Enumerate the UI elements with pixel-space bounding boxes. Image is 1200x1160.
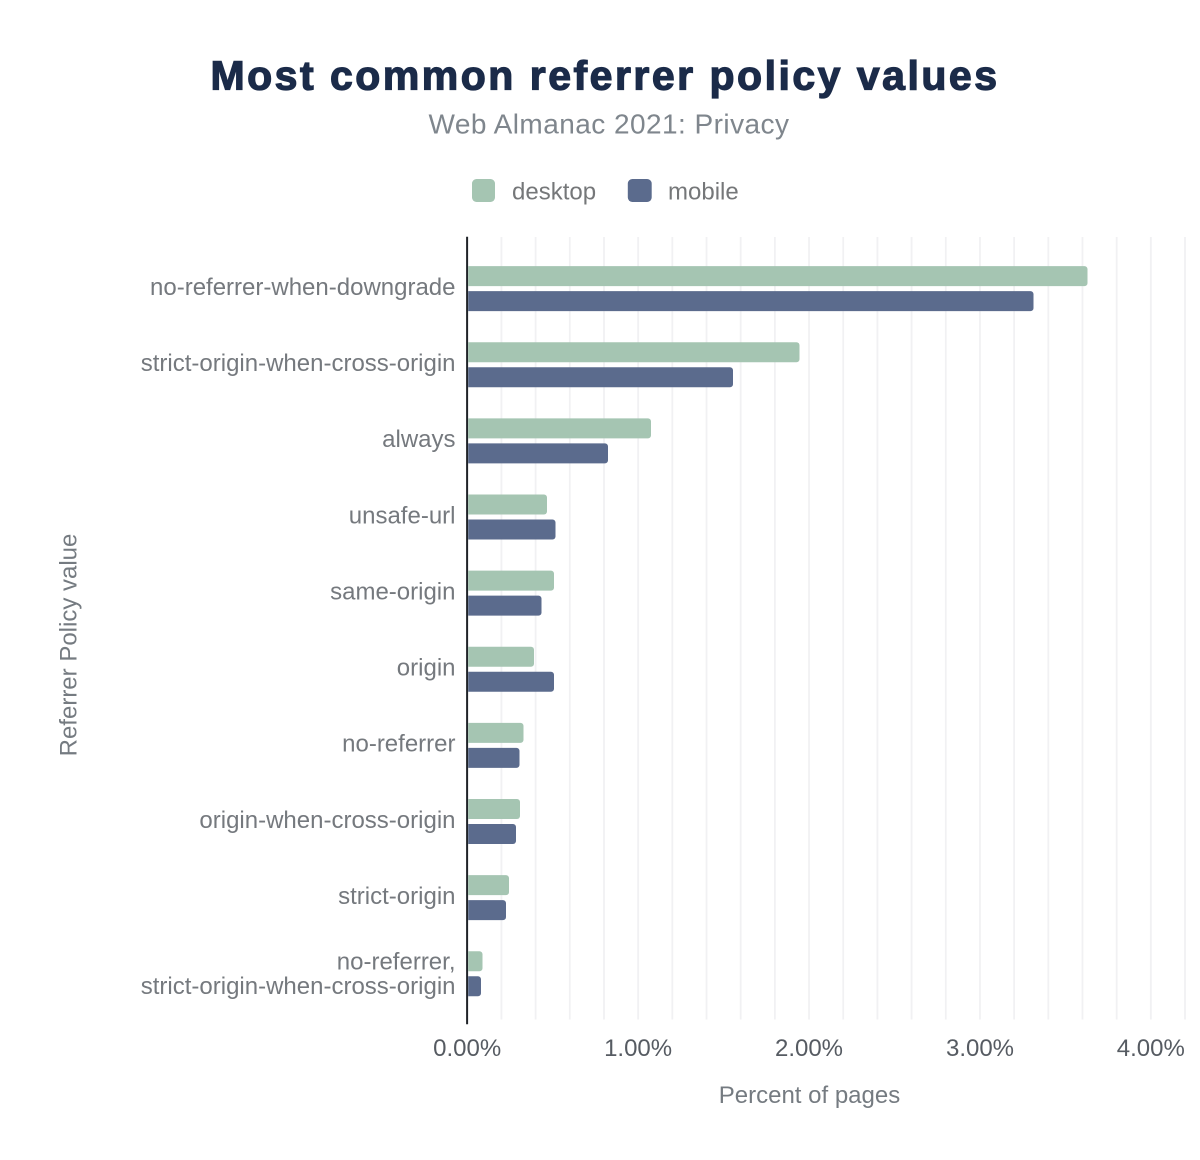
svg-text:origin: origin xyxy=(397,655,456,682)
svg-text:no-referrer,: no-referrer, xyxy=(337,949,456,976)
svg-text:3.00%: 3.00% xyxy=(946,1035,1014,1062)
svg-text:desktop: desktop xyxy=(512,178,596,205)
svg-text:0.00%: 0.00% xyxy=(433,1035,501,1062)
svg-text:strict-origin-when-cross-origi: strict-origin-when-cross-origin xyxy=(141,350,456,377)
svg-text:same-origin: same-origin xyxy=(330,578,455,605)
svg-text:Referrer Policy value: Referrer Policy value xyxy=(55,534,82,757)
svg-text:no-referrer-when-downgrade: no-referrer-when-downgrade xyxy=(150,274,455,301)
svg-text:always: always xyxy=(382,426,455,453)
svg-text:strict-origin-when-cross-origi: strict-origin-when-cross-origin xyxy=(141,973,456,1000)
svg-text:origin-when-cross-origin: origin-when-cross-origin xyxy=(199,807,455,834)
svg-text:4.00%: 4.00% xyxy=(1117,1035,1185,1062)
svg-text:no-referrer: no-referrer xyxy=(342,731,455,758)
svg-text:Web Almanac 2021: Privacy: Web Almanac 2021: Privacy xyxy=(429,109,790,140)
svg-text:2.00%: 2.00% xyxy=(775,1035,843,1062)
svg-text:Percent of pages: Percent of pages xyxy=(719,1082,900,1109)
svg-text:mobile: mobile xyxy=(668,178,739,205)
svg-text:unsafe-url: unsafe-url xyxy=(349,502,456,529)
svg-text:strict-origin: strict-origin xyxy=(338,883,455,910)
svg-text:1.00%: 1.00% xyxy=(604,1035,672,1062)
svg-text:Most common referrer policy va: Most common referrer policy values xyxy=(210,53,999,99)
